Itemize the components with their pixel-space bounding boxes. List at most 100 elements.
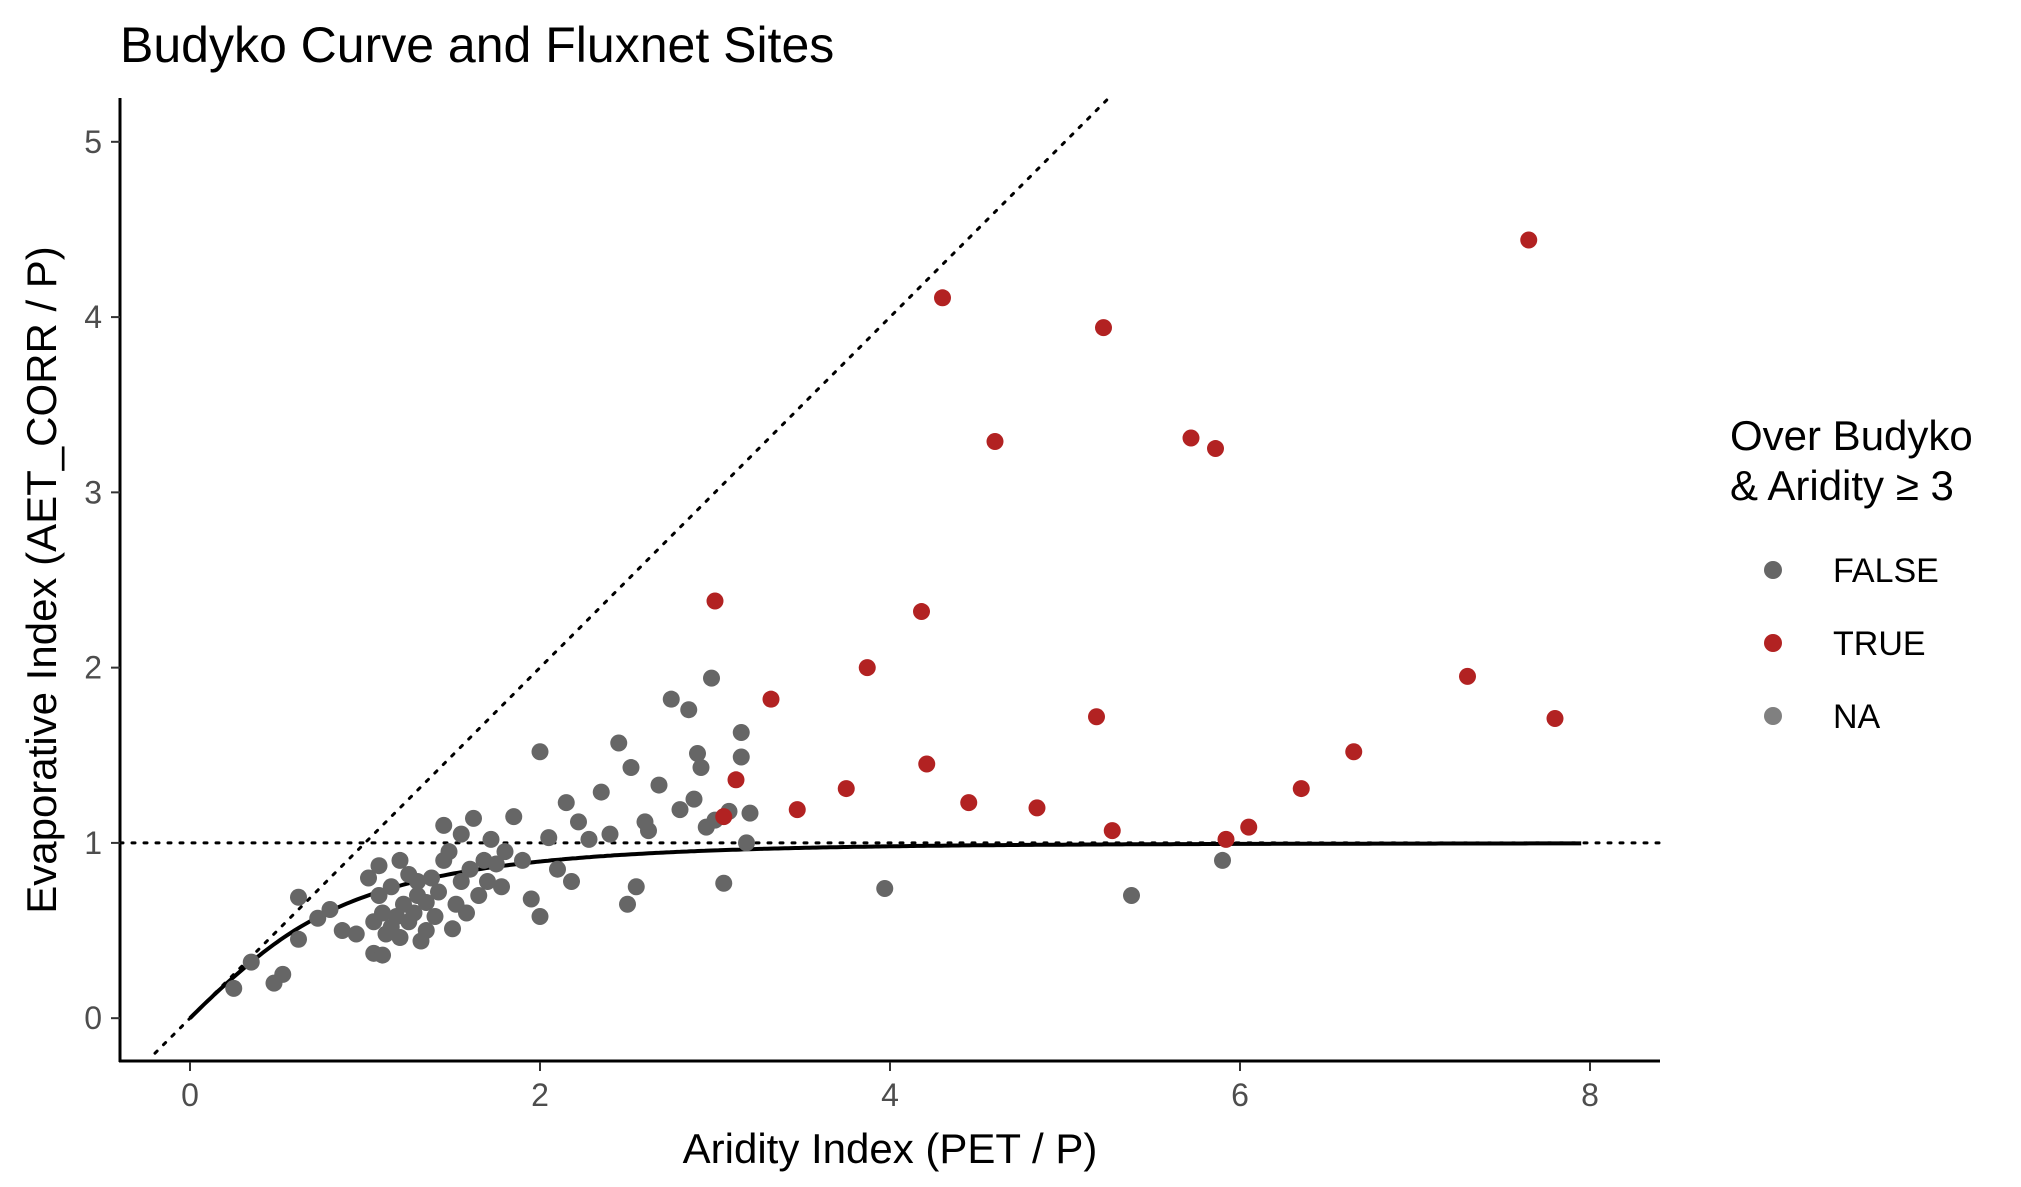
data-point-false xyxy=(715,874,733,892)
data-point-false xyxy=(417,894,435,912)
data-point-false xyxy=(685,790,703,808)
legend-label-false: FALSE xyxy=(1833,552,1939,590)
data-point-false xyxy=(876,879,894,897)
legend-label-na: NA xyxy=(1833,698,1881,736)
data-point-true xyxy=(1028,799,1046,817)
data-point-false xyxy=(274,965,292,983)
y-tick-label: 2 xyxy=(84,650,102,686)
data-point-false xyxy=(640,822,657,840)
data-point-true xyxy=(934,289,951,307)
data-point-true xyxy=(1207,440,1224,458)
data-point-false xyxy=(374,946,391,964)
data-point-false xyxy=(391,851,409,869)
data-point-false xyxy=(622,759,640,777)
data-point-true xyxy=(788,801,806,819)
data-point-true xyxy=(1546,709,1564,727)
data-point-false xyxy=(360,869,377,887)
legend-key-na xyxy=(1764,707,1782,725)
legend-label-true: TRUE xyxy=(1833,625,1926,663)
plot-area xyxy=(118,96,1662,1055)
data-point-true xyxy=(1088,708,1105,726)
data-point-false xyxy=(452,825,470,843)
y-tick-label: 3 xyxy=(84,474,102,510)
data-point-true xyxy=(837,780,855,798)
x-tick-label: 6 xyxy=(1231,1077,1249,1113)
data-point-false xyxy=(650,776,668,794)
y-tick-label: 4 xyxy=(84,299,102,335)
data-point-false xyxy=(563,872,580,890)
data-point-true xyxy=(1217,830,1235,848)
data-point-false xyxy=(531,908,549,926)
data-point-true xyxy=(1103,822,1121,840)
data-point-true xyxy=(1095,319,1112,337)
data-point-false xyxy=(496,843,514,861)
x-tick-label: 4 xyxy=(881,1077,899,1113)
legend-key-false xyxy=(1764,561,1782,579)
data-point-false xyxy=(417,922,435,940)
data-point-false xyxy=(465,809,482,827)
data-point-false xyxy=(370,886,388,904)
data-point-true xyxy=(1240,818,1258,836)
data-point-false xyxy=(487,855,505,873)
data-point-false xyxy=(347,925,365,943)
x-tick-label: 8 xyxy=(1581,1077,1599,1113)
legend-title-line1: Over Budyko xyxy=(1730,412,1973,459)
data-point-true xyxy=(1345,743,1363,761)
legend: Over Budyko & Aridity ≥ 3 FALSE TRUE NA xyxy=(1730,412,1973,736)
data-point-true xyxy=(762,690,780,708)
data-point-false xyxy=(370,857,388,875)
chart-title: Budyko Curve and Fluxnet Sites xyxy=(120,17,834,73)
y-tick-label: 5 xyxy=(84,124,102,160)
data-point-false xyxy=(662,690,680,708)
data-point-false xyxy=(482,830,500,848)
data-point-false xyxy=(493,878,510,896)
data-point-true xyxy=(986,433,1004,451)
data-point-false xyxy=(522,890,540,908)
data-point-false xyxy=(461,860,479,878)
data-point-false xyxy=(423,869,440,887)
data-point-false xyxy=(692,759,710,777)
x-axis-title: Aridity Index (PET / P) xyxy=(683,1125,1098,1172)
data-point-false xyxy=(391,929,409,947)
data-point-false xyxy=(333,922,351,940)
data-point-false xyxy=(671,801,689,819)
data-point-false xyxy=(610,734,628,752)
data-point-true xyxy=(913,603,930,621)
data-point-true xyxy=(727,771,745,789)
legend-key-true xyxy=(1764,634,1782,652)
data-point-false xyxy=(689,745,706,763)
data-point-true xyxy=(1459,667,1476,685)
data-point-false xyxy=(627,878,645,896)
data-point-true xyxy=(858,659,876,677)
y-axis-title: Evaporative Index (AET_CORR / P) xyxy=(18,246,65,914)
data-point-false xyxy=(557,794,575,812)
data-point-true xyxy=(1520,231,1538,249)
x-tick-label: 0 xyxy=(181,1077,199,1113)
y-tick-label: 1 xyxy=(84,825,102,861)
data-point-false xyxy=(444,920,461,938)
data-point-false xyxy=(321,901,339,919)
data-point-false xyxy=(601,825,619,843)
data-point-false xyxy=(540,829,558,847)
data-point-false xyxy=(435,816,453,834)
data-point-false xyxy=(514,851,531,869)
data-point-false xyxy=(549,860,566,878)
data-point-true xyxy=(706,592,724,610)
x-tick-label: 2 xyxy=(531,1077,549,1113)
data-point-false xyxy=(703,669,720,687)
data-point-false xyxy=(440,843,458,861)
data-point-false xyxy=(619,895,636,913)
x-axis-ticks: 0 2 4 6 8 xyxy=(181,1062,1599,1113)
data-point-false xyxy=(1214,851,1231,869)
data-point-false xyxy=(225,979,243,997)
data-point-true xyxy=(960,794,978,812)
data-point-false xyxy=(290,888,307,906)
data-point-true xyxy=(715,808,733,826)
data-point-false xyxy=(242,953,260,971)
data-point-true xyxy=(918,755,936,773)
data-point-false xyxy=(680,701,698,719)
data-point-false xyxy=(426,908,444,926)
data-point-false xyxy=(452,872,470,890)
data-point-false xyxy=(309,909,327,927)
